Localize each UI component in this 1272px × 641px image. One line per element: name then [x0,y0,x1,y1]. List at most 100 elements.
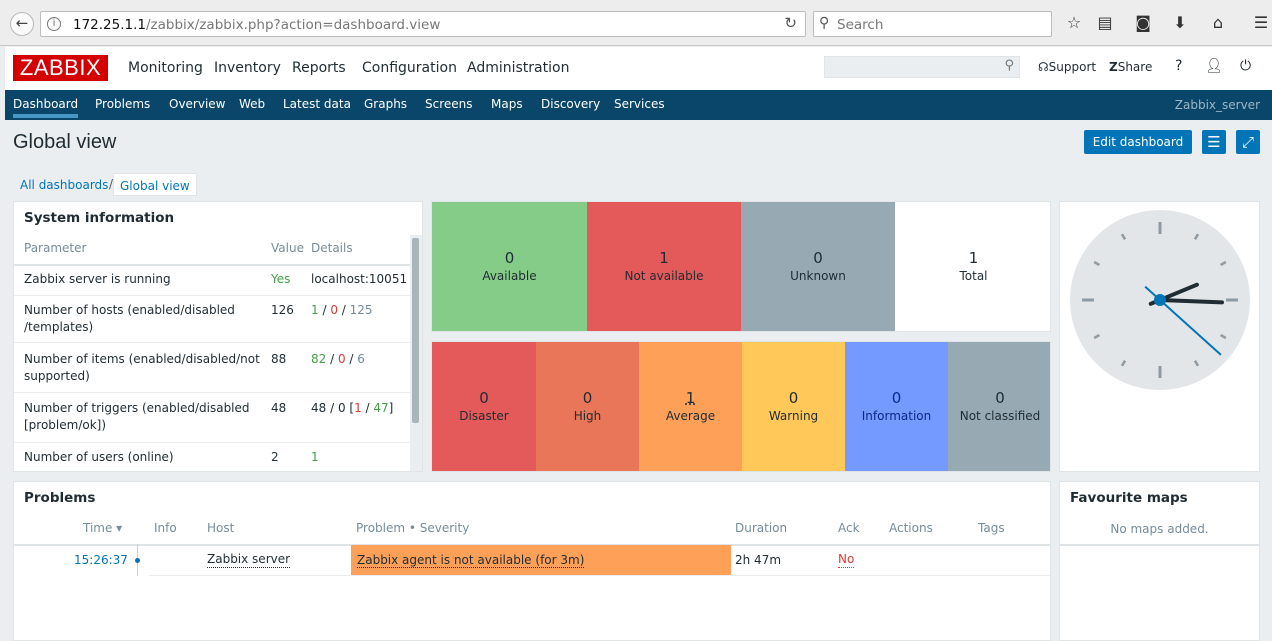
severity-warning-tile[interactable]: 0 Warning [742,342,845,471]
back-icon[interactable]: ← [10,12,34,36]
host-not-available-tile[interactable]: 1 Not available [587,202,741,331]
browser-search-input[interactable]: ⚲ Search [813,11,1052,37]
host-available-tile[interactable]: 0 Available [432,202,587,331]
info-icon[interactable]: i [47,17,61,31]
severity-average-tile[interactable]: 1 Average [639,342,742,471]
pocket-icon[interactable]: ◙ [1135,13,1151,32]
home-icon[interactable]: ⌂ [1212,13,1224,32]
column-header-parameter: Parameter [24,241,87,255]
problem-severity-cell[interactable]: Zabbix agent is not available (for 3m) [351,545,731,575]
share-z-icon: Z [1109,60,1118,74]
clock-tick [1193,359,1200,367]
column-header-problem: Problem • Severity [356,521,470,535]
zabbix-logo[interactable]: ZABBIX [13,55,108,81]
edit-dashboard-button[interactable]: Edit dashboard [1084,130,1192,154]
count: 0 [813,249,823,267]
share-link[interactable]: ZShare [1109,60,1153,74]
column-header-value: Value [271,241,304,255]
problems-by-severity-widget: 0 Disaster 0 High 1 Average 0 Warning 0 … [431,341,1051,472]
submenu-screens[interactable]: Screens [425,97,473,111]
user-profile-icon[interactable]: 👤︎ [1205,58,1223,74]
search-icon: ⚲ [819,15,830,31]
row-divider [14,342,410,343]
menu-inventory[interactable]: Inventory [214,60,281,76]
search-icon[interactable]: ⚲ [1004,58,1014,73]
row-divider [14,295,410,296]
count: 0 [788,389,799,407]
scrollbar-thumb[interactable] [412,238,419,423]
submenu-overview[interactable]: Overview [169,97,226,111]
host-unknown-tile[interactable]: 0 Unknown [741,202,895,331]
problem-host-link[interactable]: Zabbix server [207,552,291,568]
severity-not-classified-tile[interactable]: 0 Not classified [948,342,1050,471]
problem-time-link[interactable]: 15:26:37 [74,553,128,567]
label: Disaster [459,409,509,423]
dashboard-actions-icon[interactable]: ☰ [1202,130,1226,154]
severity-high-tile[interactable]: 0 High [536,342,639,471]
label: Not classified [959,409,1041,423]
menu-reports[interactable]: Reports [292,60,346,76]
count[interactable]: 1 [685,389,696,407]
submenu-discovery[interactable]: Discovery [541,97,601,111]
breadcrumb-all-dashboards[interactable]: All dashboards [20,178,109,192]
support-link[interactable]: ☊Support [1038,60,1097,74]
row-divider [14,392,410,393]
breadcrumb-current[interactable]: Global view [113,173,197,196]
submenu-maps[interactable]: Maps [491,97,523,111]
download-icon[interactable]: ⬇ [1173,13,1187,32]
menu-icon[interactable]: ☰ [1253,13,1269,32]
reload-icon[interactable]: ↻ [784,14,797,32]
widget-title: Favourite maps [1070,490,1188,506]
submenu-web[interactable]: Web [239,97,266,111]
analog-clock [1070,210,1250,390]
problems-widget: Problems Time ▾ Info Host Problem • Seve… [13,481,1051,641]
submenu-services[interactable]: Services [614,97,665,111]
value-server-running: Yes [271,272,291,286]
address-bar[interactable]: i 172.25.1.1/zabbix/zabbix.php?action=da… [40,11,806,37]
column-header-time[interactable]: Time ▾ [83,521,123,535]
problem-duration: 2h 47m [735,553,782,567]
server-name: Zabbix_server [1174,98,1260,112]
value-items: 88 [271,352,287,366]
severity-information-tile[interactable]: 0 Information [845,342,948,471]
reading-list-icon[interactable]: ▤ [1097,13,1113,32]
column-header-duration: Duration [735,521,788,535]
clock-tick [1219,333,1227,340]
label: Information [861,409,932,423]
breadcrumb-separator: / [109,177,114,191]
label: Total [959,269,988,283]
severity-disaster-tile[interactable]: 0 Disaster [432,342,536,471]
page-title: Global view [13,131,117,153]
param-hosts: Number of hosts (enabled/disabled /templ… [24,303,235,334]
clock-tick [1219,260,1227,267]
menu-administration[interactable]: Administration [467,60,570,76]
count: 0 [582,389,593,407]
details-triggers: 48 / 0 [1 / 47] [311,401,394,415]
global-search-input[interactable]: ⚲ [824,56,1020,78]
count: 0 [504,249,515,267]
submenu-problems[interactable]: Problems [95,97,151,111]
submenu-dashboard[interactable]: Dashboard [13,97,79,118]
bookmark-star-icon[interactable]: ☆ [1066,13,1082,32]
clock-tick [1120,233,1127,241]
problem-ack-link[interactable]: No [838,552,855,568]
label: High [573,409,602,423]
column-header-host: Host [207,521,235,535]
menu-configuration[interactable]: Configuration [362,60,457,76]
param-users: Number of users (online) [24,450,174,464]
submenu-latest-data[interactable]: Latest data [283,97,351,111]
host-total-tile[interactable]: 1 Total [895,202,1050,331]
widget-title: System information [24,210,175,226]
help-icon[interactable]: ? [1175,58,1183,74]
menu-monitoring[interactable]: Monitoring [128,60,203,96]
count: 0 [891,389,902,407]
submenu-graphs[interactable]: Graphs [364,97,408,111]
fullscreen-icon[interactable]: ⤢ [1236,130,1260,154]
favourite-maps-widget: Favourite maps No maps added. [1059,481,1260,641]
host-availability-widget: 0 Available 1 Not available 0 Unknown 1 … [431,201,1051,332]
problem-description-link[interactable]: Zabbix agent is not available (for 3m) [357,553,585,568]
sign-out-icon[interactable]: ⏻ [1240,58,1252,74]
details-items: 82 / 0 / 6 [311,352,365,366]
no-maps-message: No maps added. [1110,522,1209,536]
clock-tick [1120,359,1127,367]
